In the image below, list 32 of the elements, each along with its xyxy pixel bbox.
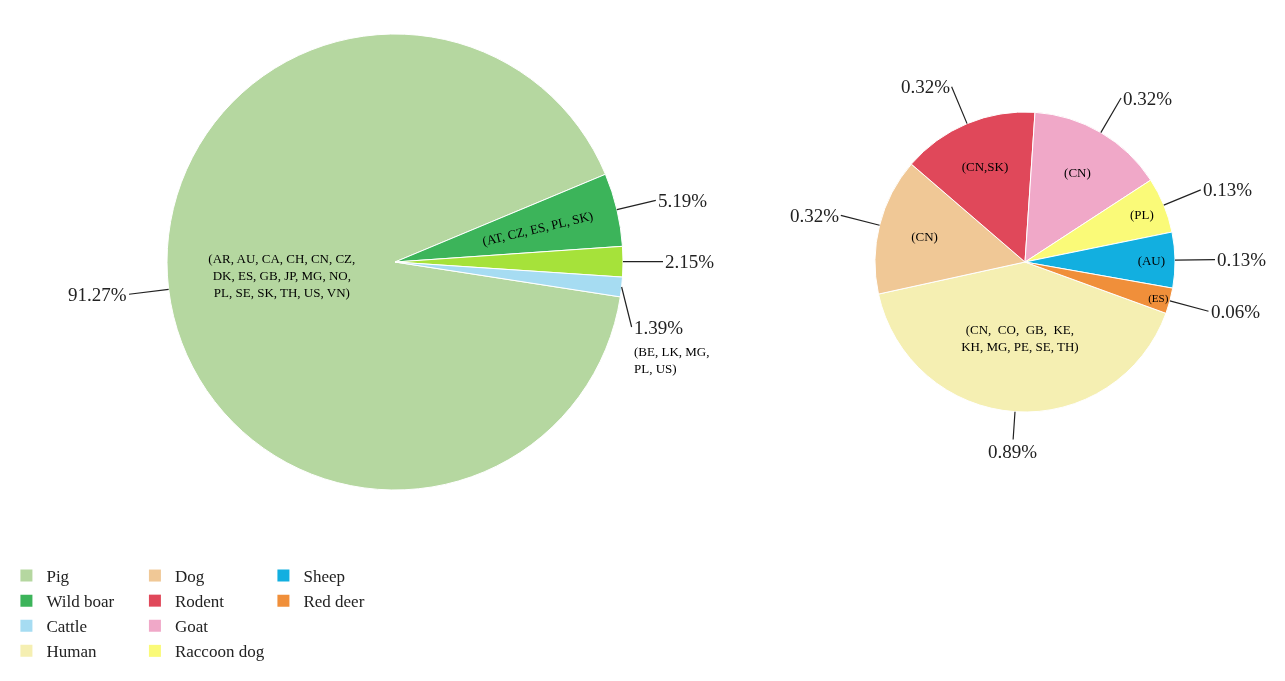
data-label: 1.39%: [634, 317, 684, 338]
legend-label: Human: [46, 642, 97, 662]
data-label: 0.13%: [1217, 249, 1267, 270]
text: (PL): [1129, 206, 1154, 222]
legend-label: Wild boar: [46, 592, 115, 612]
data-label: 0.06%: [1211, 301, 1261, 322]
legend-label: Pig: [46, 567, 70, 587]
data-label: 0.32%: [1123, 88, 1173, 109]
text: (BE, LK, MG, PL, US): [634, 344, 710, 376]
legend-label: Cattle: [46, 617, 88, 637]
data-label: 0.13%: [1203, 179, 1253, 200]
text: (ES): [1148, 291, 1169, 304]
legend-label: Goat: [174, 617, 209, 637]
data-label: 0.32%: [901, 76, 951, 97]
legend-label: Red deer: [303, 592, 365, 612]
data-label: 91.27%: [68, 284, 127, 305]
text: (CN): [1064, 165, 1091, 181]
legend-label: Raccoon dog: [174, 642, 265, 662]
text: (CN): [911, 229, 938, 245]
data-label: 0.32%: [790, 205, 840, 226]
legend-label: Sheep: [303, 567, 345, 587]
text: (CN,SK): [961, 158, 1009, 174]
text: (CN, CO, GB, KE, KH, MG, PE, SE, TH): [961, 322, 1079, 355]
text: (AT, CZ, ES, PL, SK): [480, 208, 595, 249]
data-label: 2.15%: [665, 251, 715, 272]
text: (AU): [1137, 252, 1166, 268]
text: (AR, AU, CA, CH, CN, CZ, DK, ES, GB, JP, MG, NO, PL, SE, SK, TH, US, VN): [208, 251, 356, 301]
legend-label: Rodent: [174, 592, 225, 612]
data-label: 0.89%: [988, 441, 1038, 462]
legend-label: Dog: [174, 567, 205, 587]
pie-slice: [166, 33, 621, 491]
data-label: 5.19%: [658, 190, 708, 211]
